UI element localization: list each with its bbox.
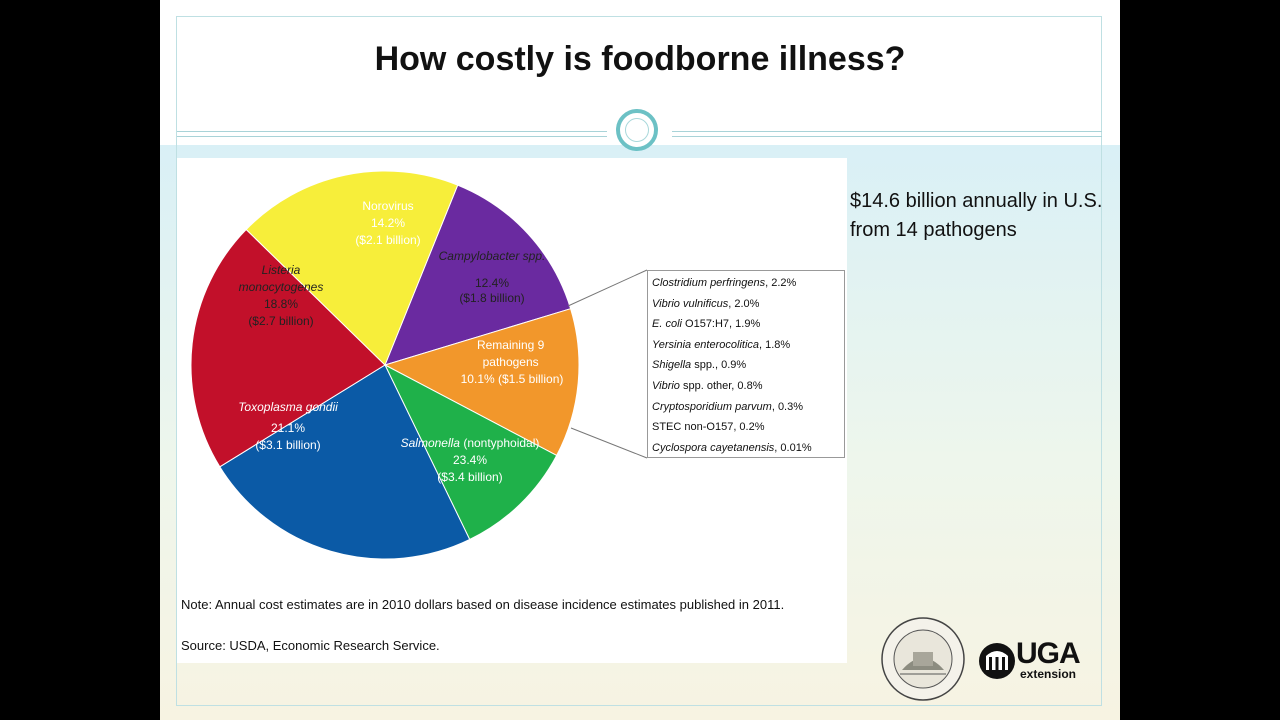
slice-cost: ($3.1 billion)	[255, 438, 321, 452]
title-divider-left-2	[177, 136, 607, 137]
pie-chart	[190, 170, 648, 560]
remaining-pathogens-callout: Clostridium perfringens, 2.2% Vibrio vuln…	[647, 270, 845, 458]
slice-percent: 12.4%	[474, 276, 510, 290]
callout-item: Yersinia enterocolitica, 1.8%	[652, 338, 791, 351]
slice-label-listeria: Listeria monocytogenes 18.8% ($2.7 billi…	[231, 262, 331, 330]
slide-frame	[176, 16, 1102, 706]
pie-slice-salmonella-nontyphoidal	[219, 364, 471, 560]
slice-percent: 18.8%	[263, 297, 299, 311]
slide: How costly is foodborne illness? Norovir…	[160, 0, 1120, 720]
callout-item: Vibrio vulnificus, 2.0%	[652, 297, 760, 310]
slice-percent: 23.4%	[452, 453, 488, 467]
slice-label-campylobacter: Campylobacter spp. 12.4% ($1.8 billion)	[437, 249, 547, 306]
slice-cost: ($3.4 billion)	[437, 470, 503, 484]
uga-extension-logo: UGA extension	[978, 638, 1090, 682]
slice-label-salmonella: Salmonella (nontyphoidal) 23.4% ($3.4 bi…	[401, 435, 540, 486]
annual-cost-summary: $14.6 billion annually in U.S. from 14 p…	[850, 190, 1103, 241]
slice-label-norovirus: Norovirus 14.2% ($2.1 billion)	[355, 198, 420, 249]
slice-percent: 21.1%	[270, 421, 306, 435]
callout-item: Shigella spp., 0.9%	[652, 359, 747, 372]
slice-name: Listeria monocytogenes	[238, 263, 324, 294]
slice-percent: 10.1% ($1.5 billion)	[460, 372, 564, 386]
pie-slice-norovirus	[384, 184, 572, 366]
slice-cost: ($1.8 billion)	[459, 291, 525, 305]
callout-item: E. coli O157:H7, 1.9%	[652, 318, 761, 331]
uga-arch-icon	[979, 643, 1015, 679]
callout-item: STEC non-O157, 0.2%	[652, 421, 765, 434]
slice-name: Norovirus	[362, 199, 414, 213]
slide-title: How costly is foodborne illness?	[374, 40, 906, 78]
pie-slice-listeria-monocytogenes	[245, 170, 459, 366]
slice-label-remaining: Remaining 9 pathogens 10.1% ($1.5 billio…	[461, 337, 564, 388]
pie-slice-campylobacter-spp	[383, 308, 580, 457]
pie-slice-remaining-9-pathogens	[383, 363, 558, 541]
slice-name: Remaining 9 pathogens	[476, 338, 545, 369]
slice-name: Campylobacter spp.	[438, 249, 546, 263]
callout-line-bottom	[570, 427, 648, 459]
pie-slice-toxoplasma-gondii	[190, 228, 386, 468]
uga-logo-subtext: extension	[1020, 667, 1077, 681]
slice-percent: 14.2%	[370, 216, 406, 230]
callout-item: Vibrio spp. other, 0.8%	[652, 379, 763, 392]
chart-note: Note: Annual cost estimates are in 2010 …	[181, 597, 785, 612]
chart-source: Source: USDA, Economic Research Service.	[181, 638, 440, 653]
title-divider-right	[672, 131, 1102, 132]
slice-name: Salmonella (nontyphoidal)	[400, 436, 540, 450]
callout-item: Cryptosporidium parvum, 0.3%	[652, 400, 804, 413]
callout-line-top	[567, 269, 648, 307]
callout-item: Cyclospora cayetanensis, 0.01%	[652, 441, 812, 454]
pie-chart-panel: Norovirus 14.2% ($2.1 billion) Campyloba…	[177, 158, 847, 663]
circle-ornament-icon	[616, 109, 658, 151]
callout-item: Clostridium perfringens, 2.2%	[652, 277, 797, 289]
slice-name: Toxoplasma gondii	[238, 400, 338, 414]
slice-cost: ($2.1 billion)	[355, 233, 421, 247]
slice-label-toxoplasma: Toxoplasma gondii 21.1% ($3.1 billion)	[238, 399, 338, 454]
georgia-seal-logo	[881, 617, 965, 701]
title-divider-right-2	[672, 136, 1102, 137]
slice-cost: ($2.7 billion)	[248, 314, 314, 328]
uga-logo-text: UGA	[1016, 637, 1081, 670]
title-divider-left	[177, 131, 607, 132]
